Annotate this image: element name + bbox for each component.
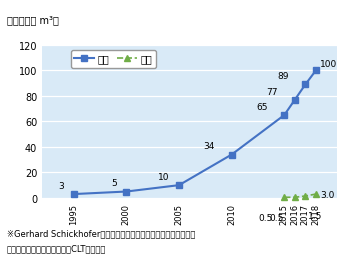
Text: （単位：万 m³）: （単位：万 m³） (7, 15, 59, 25)
Text: 0.5: 0.5 (269, 213, 284, 222)
Text: 3: 3 (58, 181, 64, 190)
Text: 34: 34 (204, 142, 215, 151)
Text: 100: 100 (320, 59, 337, 68)
Text: に作成．日本の数値は日本CLT協会調べ: に作成．日本の数値は日本CLT協会調べ (7, 244, 106, 253)
Text: ※Gerhard Schickhofer教授（グラーツ工科大学）作成資料をもと: ※Gerhard Schickhofer教授（グラーツ工科大学）作成資料をもと (7, 229, 196, 237)
Text: 10: 10 (158, 172, 169, 181)
Text: 65: 65 (256, 102, 268, 112)
Text: 5: 5 (111, 179, 117, 188)
Text: 0.5: 0.5 (259, 213, 273, 222)
Text: 89: 89 (277, 72, 289, 81)
Legend: 世界, 日本: 世界, 日本 (71, 51, 156, 68)
Text: 77: 77 (267, 87, 278, 96)
Text: 1.5: 1.5 (308, 211, 323, 220)
Text: 3.0: 3.0 (320, 190, 335, 199)
